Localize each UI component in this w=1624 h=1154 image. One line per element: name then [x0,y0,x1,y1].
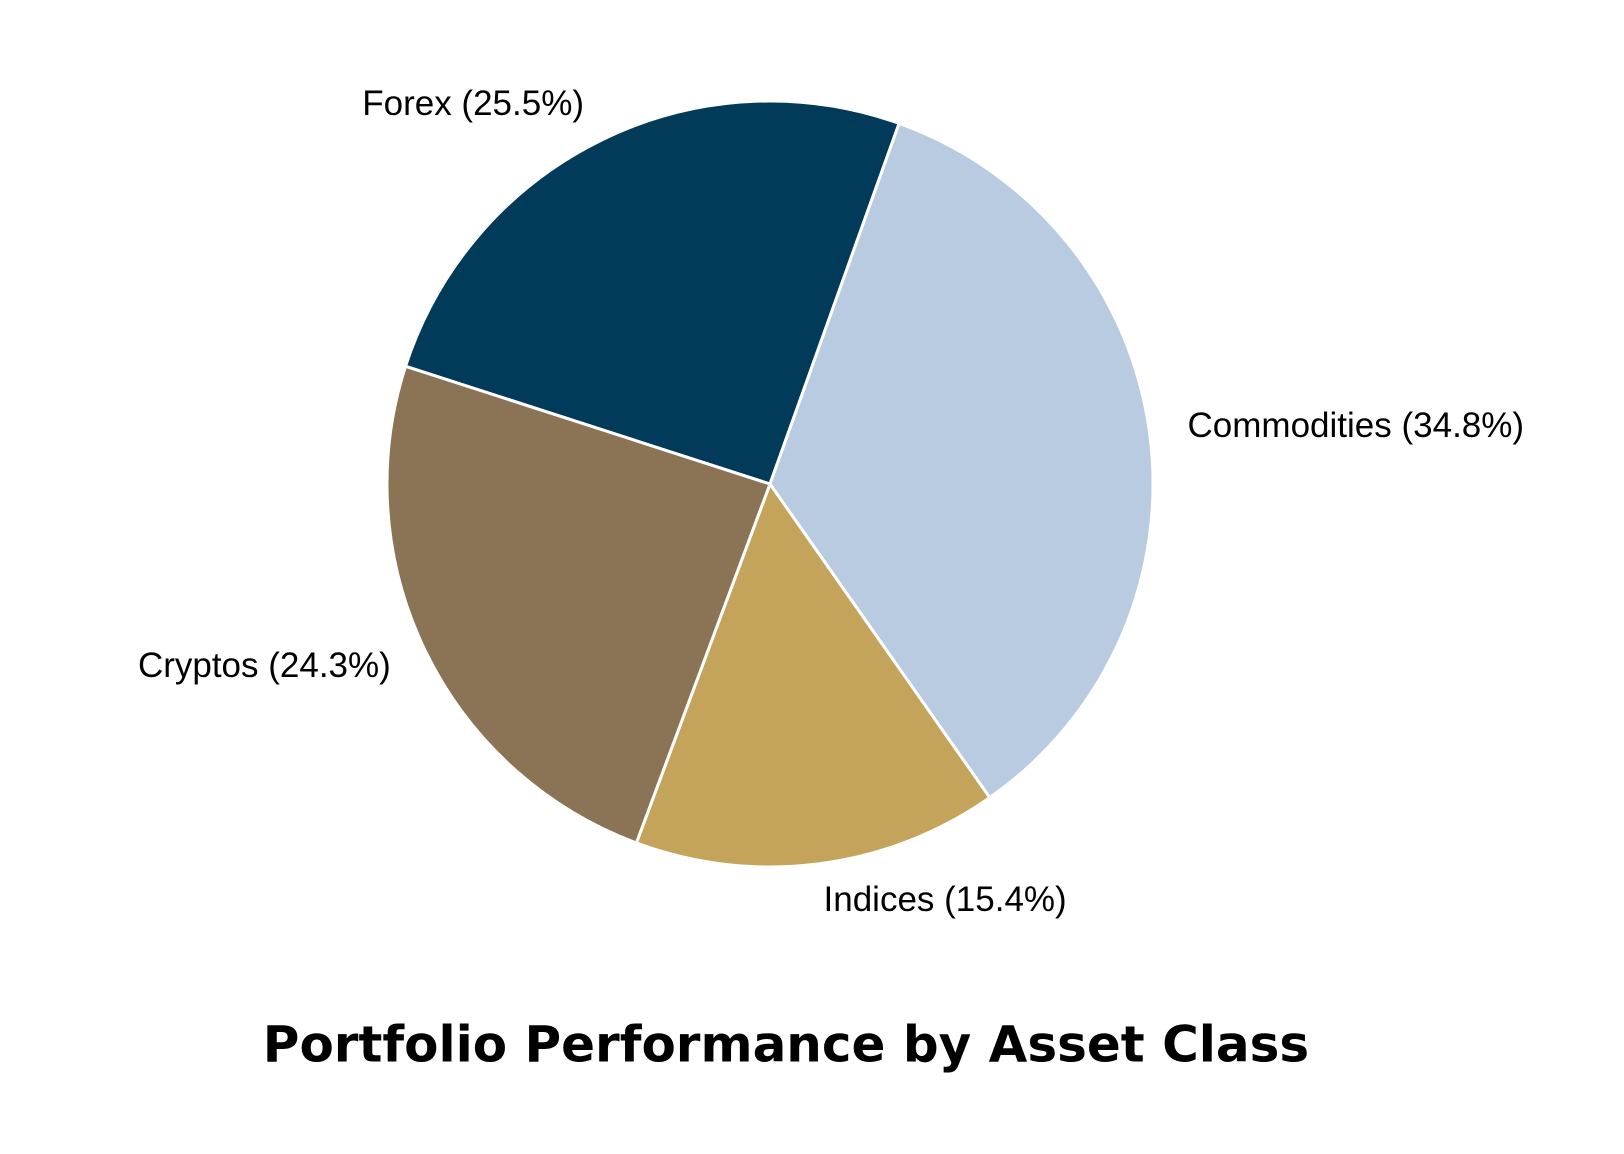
slice-label: Commodities (34.8%) [1188,406,1525,445]
pie-slice [768,121,1155,800]
slice-label: Indices (15.4%) [824,880,1067,919]
slice-label: Forex (25.5%) [362,84,584,123]
pie-slice [403,99,902,486]
slice-label: Cryptos (24.3%) [138,646,391,685]
pie-slice [634,480,992,869]
chart-title: Portfolio Performance by Asset Class [263,1016,1309,1074]
pie-slice [385,364,772,845]
